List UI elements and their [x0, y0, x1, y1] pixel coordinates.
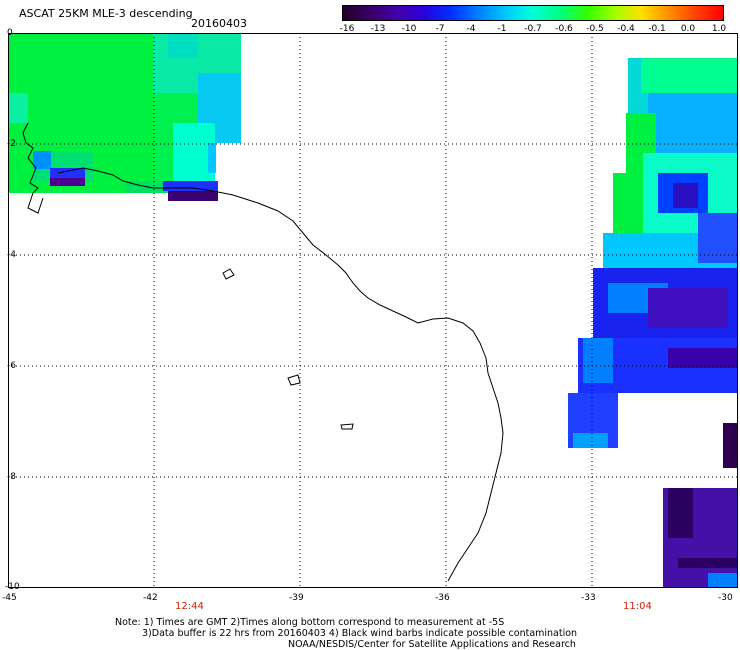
left-wind-swath [8, 33, 241, 201]
map-border [8, 33, 738, 588]
colorbar-label: -0.6 [555, 24, 573, 34]
colorbar-gradient [343, 6, 723, 20]
colorbar-label: -7 [435, 24, 445, 34]
y-tick-2: -4 [7, 250, 16, 260]
colorbar [342, 5, 724, 21]
colorbar-label: -0.1 [648, 24, 666, 34]
right-wind-swath [568, 58, 738, 588]
island-3 [340, 423, 354, 430]
note-line-2: 3)Data buffer is 22 hrs from 20160403 4)… [142, 628, 578, 639]
x-tick-4: -33 [581, 593, 596, 603]
product-date: 20160403 [191, 17, 247, 30]
colorbar-label: -10 [401, 24, 417, 34]
y-tick-4: -8 [7, 472, 16, 482]
swath-time-left: 12:44 [175, 601, 204, 612]
colorbar-labels: -16 -13 -10 -7 -4 -1 -0.7 -0.6 -0.5 -0.4 -0.1 0.0 1.… [339, 24, 727, 34]
colorbar-label: -13 [370, 24, 386, 34]
note-line-1: Note: 1) Times are GMT 2)Times along bot… [115, 617, 505, 628]
colorbar-label: -4 [466, 24, 476, 34]
product-title: ASCAT 25KM MLE-3 descending [19, 7, 193, 20]
island-1 [222, 268, 235, 280]
y-tick-5: -10 [5, 582, 20, 592]
x-tick-1: -42 [143, 593, 158, 603]
colorbar-label: -0.4 [617, 24, 635, 34]
island-2 [287, 374, 301, 386]
colorbar-label: -0.7 [524, 24, 542, 34]
x-tick-3: -36 [435, 593, 450, 603]
y-tick-1: -2 [7, 139, 16, 149]
colorbar-label: -1 [497, 24, 507, 34]
wind-map [8, 33, 738, 588]
colorbar-label: -0.5 [586, 24, 604, 34]
colorbar-label: -16 [339, 24, 355, 34]
x-tick-0: -45 [2, 593, 17, 603]
note-line-3: NOAA/NESDIS/Center for Satellite Applica… [288, 639, 576, 650]
x-tick-2: -39 [289, 593, 304, 603]
coastline [22, 122, 504, 582]
colorbar-label: 0.0 [680, 24, 696, 34]
x-tick-5: -30 [718, 593, 733, 603]
gridlines [8, 33, 738, 588]
swath-time-right: 11:04 [623, 601, 652, 612]
colorbar-label: 1.0 [711, 24, 727, 34]
y-tick-3: -6 [7, 361, 16, 371]
y-tick-0: 0 [7, 28, 13, 38]
